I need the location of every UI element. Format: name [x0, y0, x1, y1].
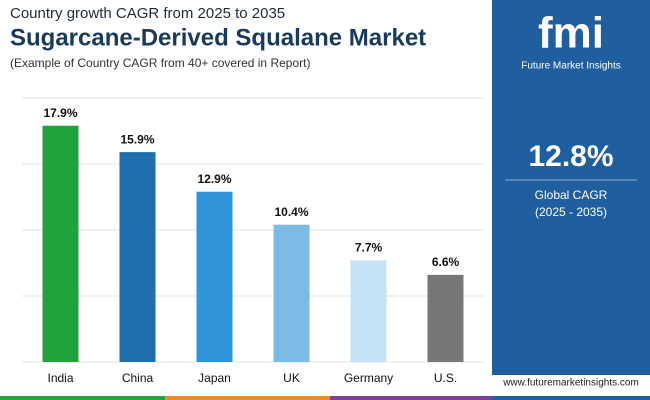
chart-supertitle: Country growth CAGR from 2025 to 2035: [10, 5, 285, 22]
value-label: 15.9%: [120, 132, 154, 146]
value-label: 6.6%: [432, 255, 460, 269]
highlight-label: Global CAGR: [535, 188, 608, 202]
highlight-period: (2025 - 2035): [535, 205, 607, 219]
value-label: 7.7%: [355, 241, 383, 255]
bar: [350, 260, 387, 362]
brand-name: Future Market Insights: [521, 61, 620, 72]
value-label: 17.9%: [43, 106, 77, 120]
x-tick-label: India: [47, 371, 73, 385]
footer-strip: [330, 396, 492, 400]
x-tick-label: China: [122, 371, 154, 385]
bar: [119, 152, 156, 362]
x-tick-label: Germany: [344, 371, 393, 385]
footer-strip: [0, 396, 165, 400]
side-panel: [492, 0, 650, 375]
chart-title: Sugarcane-Derived Squalane Market: [10, 24, 426, 51]
bar: [427, 274, 464, 362]
website: www.futuremarketinsights.com: [502, 378, 639, 389]
x-tick-label: UK: [283, 371, 300, 385]
brand-logo: fmi: [538, 9, 604, 58]
x-tick-label: U.S.: [434, 371, 457, 385]
footer-strip: [492, 396, 650, 400]
value-label: 12.9%: [197, 172, 231, 186]
highlight-value: 12.8%: [528, 140, 613, 173]
value-label: 10.4%: [274, 205, 308, 219]
bar: [42, 125, 79, 362]
bar: [196, 191, 233, 362]
chart-subtitle: (Example of Country CAGR from 40+ covere…: [10, 56, 310, 70]
x-tick-label: Japan: [198, 371, 231, 385]
bar: [273, 224, 310, 362]
footer-strip: [165, 396, 330, 400]
